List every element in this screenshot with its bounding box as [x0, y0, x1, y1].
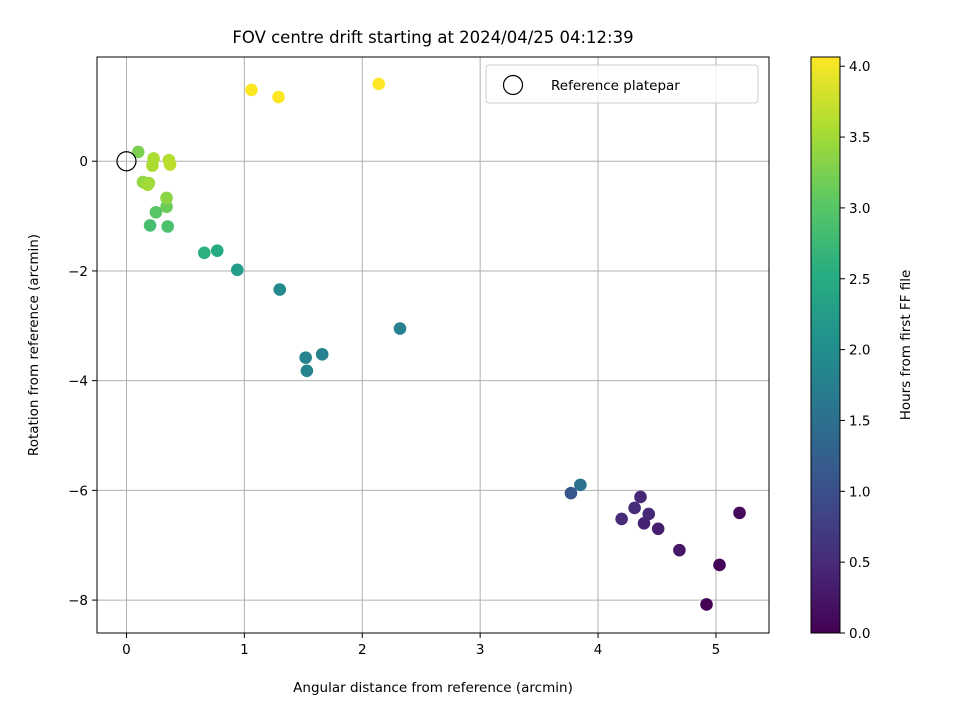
data-point: [230, 263, 244, 277]
colorbar-tick-label: 2.5: [849, 272, 870, 288]
x-tick-label: 3: [476, 642, 485, 658]
data-point: [299, 351, 312, 364]
grid: [97, 57, 769, 633]
colorbar-tick-label: 1.0: [849, 484, 870, 500]
data-point: [651, 522, 665, 536]
data-point: [564, 486, 578, 500]
data-point: [713, 558, 726, 572]
colorbar-tick-label: 3.0: [849, 201, 870, 217]
colorbar-tick-label: 0.5: [849, 555, 870, 571]
legend-label-reference-platepar: Reference platepar: [551, 78, 680, 94]
data-point: [161, 220, 175, 233]
x-tick-label: 2: [358, 642, 367, 658]
data-point: [160, 191, 173, 205]
y-tick-label: −2: [68, 264, 88, 280]
chart-title: FOV centre drift starting at 2024/04/25 …: [232, 28, 633, 47]
colorbar-tick-label: 4.0: [849, 59, 870, 75]
colorbar-gradient: [810, 56, 841, 634]
data-point: [131, 145, 145, 159]
reference-platepar-marker: [116, 151, 137, 172]
colorbar-tick-label: 1.5: [849, 413, 870, 429]
x-axis-label: Angular distance from reference (arcmin): [293, 680, 573, 696]
data-point: [245, 83, 258, 97]
data-point: [733, 506, 746, 520]
colorbar-tick-label: 0.0: [849, 626, 870, 642]
y-axis-label: Rotation from reference (arcmin): [26, 234, 42, 456]
data-points: [131, 77, 746, 611]
data-point: [574, 478, 587, 492]
colorbar-tick-label: 3.5: [849, 130, 870, 146]
data-point: [372, 77, 386, 91]
reference-marker-group: [116, 151, 137, 172]
legend: Reference platepar: [485, 64, 759, 104]
data-point: [393, 322, 407, 335]
x-tick-label: 4: [594, 642, 603, 658]
data-point: [637, 516, 651, 530]
data-point: [163, 158, 177, 171]
y-axis-ticks: −8 −6 −4 −2 0: [68, 154, 97, 609]
data-point: [300, 364, 314, 378]
x-tick-label: 1: [240, 642, 249, 658]
colorbar: 0.0 0.5 1.0 1.5 2.0 2.5 3.0 3.5 4.0 Hours from f…: [810, 56, 914, 642]
data-point: [673, 543, 686, 557]
colorbar-label: Hours from first FF file: [898, 270, 914, 421]
data-point: [273, 283, 287, 296]
data-point: [634, 490, 647, 504]
data-point: [143, 219, 157, 232]
data-point: [315, 348, 329, 361]
legend-reference-marker: [502, 74, 524, 96]
data-point: [160, 200, 173, 214]
axes-frame: [96, 56, 770, 634]
data-point: [272, 90, 285, 104]
x-axis-ticks: 0 1 2 3 4 5: [122, 633, 720, 658]
x-tick-label: 0: [122, 642, 131, 658]
data-point: [642, 507, 656, 521]
y-tick-label: −6: [68, 483, 88, 499]
colorbar-ticks: 0.0 0.5 1.0 1.5 2.0 2.5 3.0 3.5 4.0: [840, 59, 870, 642]
data-point: [210, 244, 224, 257]
data-point: [628, 501, 641, 515]
x-tick-label: 5: [712, 642, 721, 658]
data-point: [146, 159, 159, 172]
data-point: [149, 205, 163, 219]
data-point: [615, 512, 628, 526]
colorbar-tick-label: 2.0: [849, 343, 870, 359]
y-tick-label: −8: [68, 593, 88, 609]
y-tick-label: −4: [68, 374, 88, 390]
data-point: [197, 246, 211, 260]
legend-box: [485, 64, 759, 104]
data-point: [141, 178, 154, 192]
data-point: [700, 598, 713, 611]
y-tick-label: 0: [79, 154, 88, 170]
